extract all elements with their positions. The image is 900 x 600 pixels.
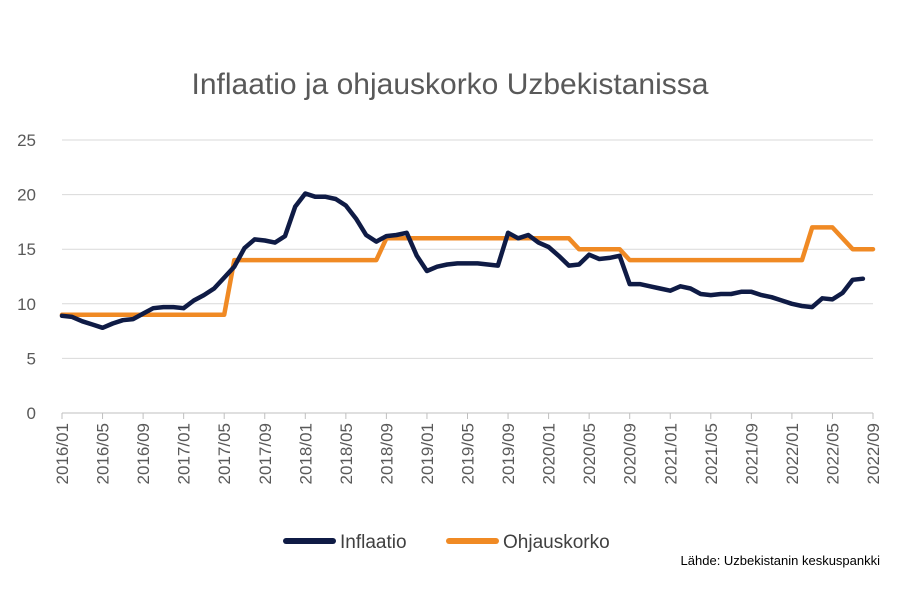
x-tick-label: 2020/01	[540, 423, 559, 484]
x-tick-label: 2020/09	[621, 423, 640, 484]
legend-label-ohjauskorko: Ohjauskorko	[503, 532, 610, 553]
x-tick-label: 2018/09	[377, 423, 396, 484]
legend-label-inflaatio: Inflaatio	[340, 532, 407, 553]
x-tick-label: 2017/09	[256, 423, 275, 484]
y-tick-label: 0	[27, 404, 36, 423]
x-tick-label: 2021/09	[742, 423, 761, 484]
x-tick-label: 2018/05	[337, 423, 356, 484]
x-tick-label: 2019/05	[459, 423, 478, 484]
chart-title: Inflaatio ja ohjauskorko Uzbekistanissa	[192, 68, 709, 101]
x-tick-label: 2021/05	[702, 423, 721, 484]
series-line-inflaatio	[59, 191, 866, 331]
x-tick-label: 2022/05	[823, 423, 842, 484]
y-tick-label: 25	[17, 131, 36, 150]
y-tick-label: 10	[17, 295, 36, 314]
legend: Inflaatio Ohjauskorko	[283, 532, 610, 553]
x-tick-label: 2019/09	[499, 423, 518, 484]
y-tick-label: 20	[17, 186, 36, 205]
source-note: Lähde: Uzbekistanin keskuspankki	[681, 553, 881, 568]
x-tick-label: 2022/01	[783, 423, 802, 484]
x-tick-label: 2017/05	[215, 423, 234, 484]
series-lines	[59, 191, 876, 331]
x-tick-label: 2016/09	[134, 423, 153, 484]
series-line-ohjauskorko	[59, 225, 876, 317]
x-tick-label: 2020/05	[580, 423, 599, 484]
x-tick-label: 2018/01	[296, 423, 315, 484]
y-axis-ticks: 0 5 10 15 20 25	[17, 131, 36, 423]
y-tick-label: 5	[27, 349, 36, 368]
x-tick-label: 2021/01	[661, 423, 680, 484]
x-tick-label: 2017/01	[175, 423, 194, 484]
x-tick-label: 2019/01	[418, 423, 437, 484]
x-tick-label: 2016/05	[94, 423, 113, 484]
x-tick-label: 2016/01	[53, 423, 72, 484]
y-tick-label: 15	[17, 240, 36, 259]
grid-lines	[62, 139, 873, 359]
x-axis-ticks: 2016/01 2016/05 2016/09 2017/01 2017/05 2017/…	[53, 413, 883, 484]
x-tick-label: 2022/09	[864, 423, 883, 484]
